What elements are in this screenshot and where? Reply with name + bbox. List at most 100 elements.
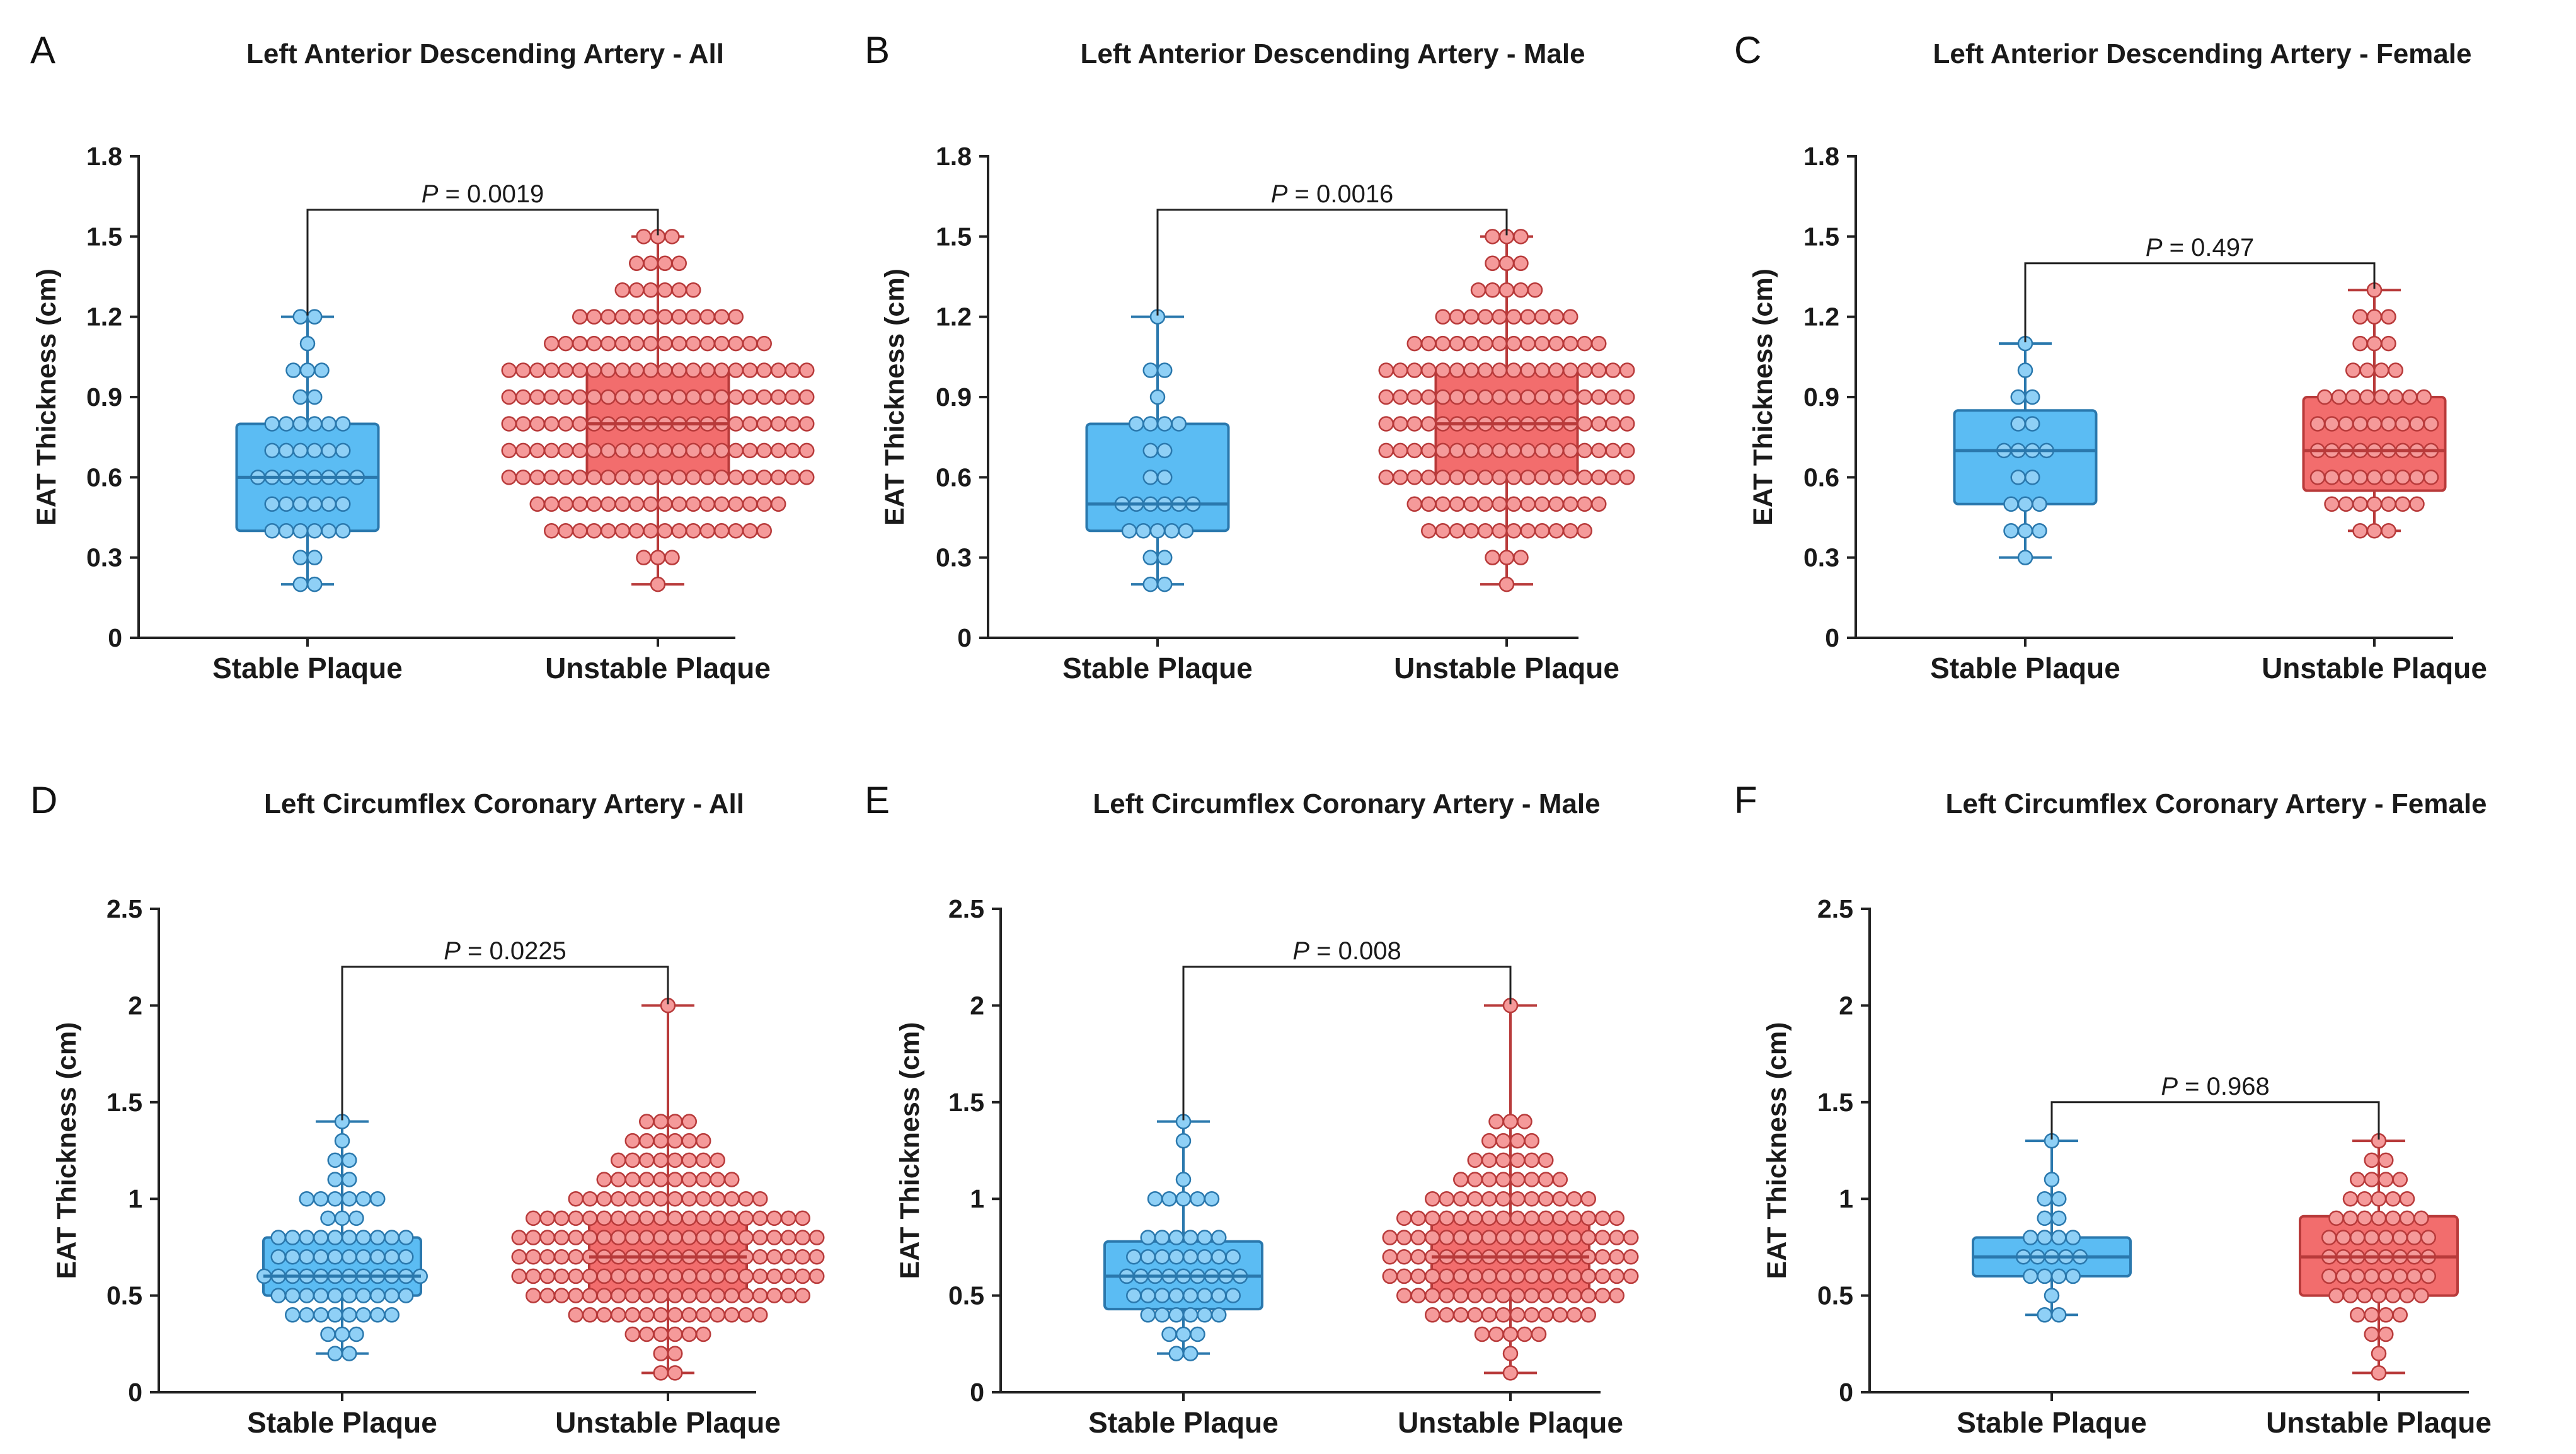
data-point	[1396, 1249, 1412, 1265]
p-value-label: P = 0.497	[2146, 234, 2254, 262]
data-point	[781, 1288, 796, 1303]
data-point	[1563, 309, 1578, 325]
data-point	[384, 1249, 400, 1265]
data-point	[671, 255, 687, 272]
data-point	[611, 1210, 626, 1226]
data-point	[1425, 1230, 1440, 1245]
data-point	[348, 1210, 364, 1226]
data-point	[1142, 416, 1158, 432]
data-point	[1410, 1249, 1426, 1265]
data-point	[2378, 1230, 2394, 1245]
data-point	[1552, 1307, 1568, 1323]
data-point	[1548, 309, 1564, 325]
data-point	[699, 470, 715, 485]
data-point	[2392, 1230, 2408, 1245]
data-point	[327, 1230, 343, 1245]
data-point	[582, 1210, 598, 1226]
data-point	[2051, 1191, 2067, 1207]
data-point	[1175, 1191, 1192, 1207]
significance-bracket	[1156, 209, 1508, 316]
data-point	[1225, 1288, 1241, 1303]
data-point	[639, 1307, 655, 1323]
data-point	[1609, 1249, 1624, 1265]
data-point	[1623, 1268, 1639, 1284]
data-point	[664, 229, 680, 245]
data-point	[667, 1172, 683, 1187]
data-point	[1619, 442, 1635, 459]
data-point	[558, 522, 573, 539]
data-point	[529, 416, 545, 432]
data-point	[314, 362, 330, 378]
data-point	[321, 442, 336, 459]
data-point	[611, 1191, 626, 1207]
y-tick-label: 0	[128, 1378, 142, 1407]
data-point	[614, 389, 630, 405]
data-point	[1378, 442, 1394, 459]
data-point	[2352, 496, 2368, 512]
data-point	[1510, 1288, 1526, 1303]
p-value-label: P = 0.968	[2161, 1073, 2269, 1100]
data-point	[624, 1326, 640, 1342]
data-point	[1510, 1307, 1526, 1323]
data-point	[639, 1114, 655, 1129]
data-point	[738, 1210, 754, 1226]
y-axis-label: EAT Thickness (cm)	[880, 268, 910, 526]
data-point	[710, 1288, 725, 1303]
data-point	[1183, 1346, 1199, 1361]
data-point	[1580, 1230, 1596, 1245]
data-point	[1393, 470, 1408, 485]
data-point	[738, 1307, 754, 1323]
data-point	[636, 550, 652, 565]
p-symbol: P	[1271, 180, 1288, 208]
y-tick-label: 2.5	[106, 894, 142, 923]
data-point	[307, 550, 323, 565]
data-point	[724, 1288, 740, 1303]
data-point	[1439, 1288, 1454, 1303]
data-point	[1520, 442, 1536, 459]
data-point	[1406, 362, 1422, 378]
data-point	[2366, 496, 2383, 512]
data-point	[1591, 335, 1607, 352]
p-value-text: = 0.008	[1309, 937, 1401, 965]
data-point	[384, 1307, 400, 1323]
data-point	[629, 362, 645, 378]
data-point	[639, 1191, 655, 1207]
data-point	[699, 496, 715, 512]
data-point	[643, 362, 658, 378]
data-point	[657, 522, 673, 539]
data-point	[710, 1210, 725, 1226]
data-point	[639, 1172, 655, 1187]
data-point	[586, 309, 602, 325]
data-point	[681, 1210, 697, 1226]
data-point	[320, 1210, 336, 1226]
data-point	[624, 1307, 640, 1323]
data-point	[539, 1210, 555, 1226]
data-point	[2324, 496, 2340, 512]
data-point	[334, 1133, 350, 1149]
data-point	[1147, 1191, 1163, 1207]
x-tick-label: Stable Plaque	[247, 1406, 437, 1439]
data-point	[1474, 1326, 1490, 1342]
data-point	[1538, 1288, 1554, 1303]
data-point	[1524, 1230, 1539, 1245]
data-point	[686, 309, 701, 325]
data-point	[611, 1288, 626, 1303]
data-point	[2381, 416, 2396, 432]
data-point	[279, 416, 294, 432]
data-point	[1492, 522, 1507, 539]
data-point	[2338, 416, 2354, 432]
data-point	[1492, 309, 1507, 325]
data-point	[2037, 1307, 2052, 1323]
unstable-plaque-series	[511, 998, 825, 1381]
data-point	[1154, 1288, 1170, 1303]
data-point	[1485, 229, 1500, 245]
data-point	[1502, 1114, 1519, 1129]
data-point	[1126, 1288, 1142, 1303]
y-tick-label: 2	[970, 991, 984, 1020]
data-point	[2385, 1210, 2401, 1226]
data-point	[1495, 1210, 1511, 1226]
data-point	[572, 470, 588, 485]
data-point	[1157, 362, 1173, 378]
data-point	[1142, 576, 1158, 592]
data-point	[624, 1152, 640, 1168]
